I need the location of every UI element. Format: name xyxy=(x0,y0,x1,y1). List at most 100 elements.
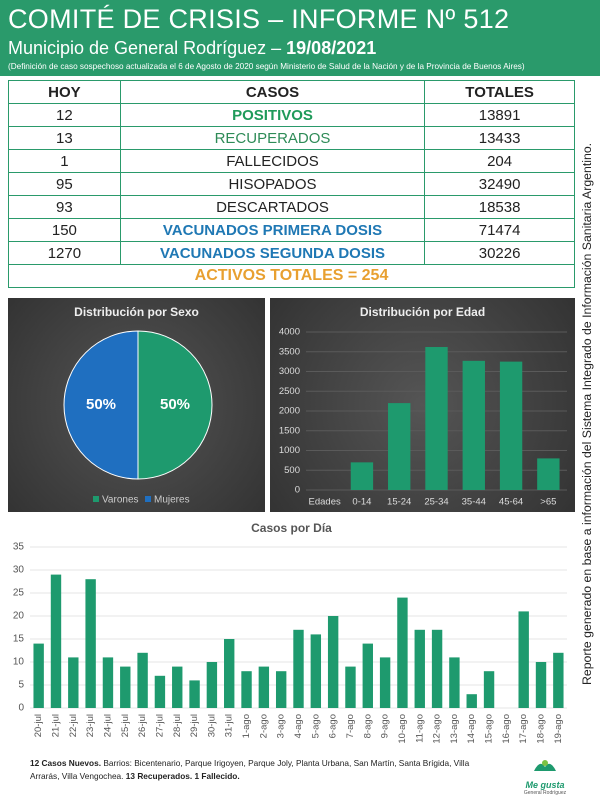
bar xyxy=(241,671,252,708)
total-cell: 18538 xyxy=(424,195,575,219)
caso-cell: VACUNADOS SEGUNDA DOSIS xyxy=(119,241,426,265)
bar xyxy=(362,643,373,708)
caso-cell: FALLECIDOS xyxy=(119,149,426,173)
legend-label: Mujeres xyxy=(154,495,190,506)
bar xyxy=(462,360,485,490)
x-tick-label: 25-34 xyxy=(424,497,448,508)
y-tick-label: 3000 xyxy=(279,366,300,377)
pie-slice xyxy=(137,330,213,480)
deaths: 1 Fallecido. xyxy=(192,771,240,781)
bar xyxy=(350,462,374,490)
chart-title: Casos por Día xyxy=(251,521,332,535)
bar xyxy=(172,666,183,708)
total-cell: 13433 xyxy=(424,126,575,150)
x-tick-label: 45-64 xyxy=(499,497,523,508)
x-tick-label: 0-14 xyxy=(352,497,371,508)
bar xyxy=(102,657,114,708)
table-row: 1270 VACUNADOS SEGUNDA DOSIS 30226 xyxy=(8,241,575,265)
x-tick-label: 24-jul xyxy=(102,714,113,737)
legend-swatch xyxy=(93,496,99,502)
x-tick-label: 11-ago xyxy=(414,714,425,743)
bar xyxy=(189,680,200,708)
summary-cell: ACTIVOS TOTALES = 254 xyxy=(8,264,575,288)
x-tick-label: 25-jul xyxy=(120,714,131,737)
chart-casos: Casos por Día 0 5 10 15 20 25 30 35 20-jul 21-jul 2… xyxy=(13,521,567,744)
y-tick-label: 30 xyxy=(13,565,25,576)
column-header: HOY xyxy=(8,80,121,104)
bar xyxy=(483,671,495,708)
caso-cell: HISOPADOS xyxy=(119,172,426,196)
x-tick-label: 22-jul xyxy=(68,714,79,737)
pie-slice xyxy=(63,330,139,480)
bar xyxy=(379,657,391,708)
hoy-cell: 13 xyxy=(8,126,121,150)
y-tick-label: 15 xyxy=(13,634,25,645)
bar xyxy=(499,361,523,490)
hoy-cell: 1270 xyxy=(8,241,121,265)
y-tick-label: 0 xyxy=(295,485,300,496)
y-tick-label: 3500 xyxy=(279,346,300,357)
total-cell: 32490 xyxy=(424,172,575,196)
y-tick-label: 20 xyxy=(13,611,25,622)
bar xyxy=(449,657,460,708)
x-tick-label: 29-jul xyxy=(189,714,200,737)
x-tick-label: 21-jul xyxy=(50,714,61,737)
bar xyxy=(206,662,218,708)
recovered: 13 Recuperados. xyxy=(125,771,193,781)
hoy-cell: 150 xyxy=(8,218,121,242)
legend-swatch xyxy=(145,496,151,502)
total-cell: 13891 xyxy=(424,103,575,127)
y-tick-label: 0 xyxy=(18,703,24,714)
bar xyxy=(120,666,131,708)
bar xyxy=(345,666,356,708)
bar xyxy=(425,347,448,490)
x-tick-label: 9-ago xyxy=(380,714,391,738)
table-header: HOY CASOS TOTALES xyxy=(8,80,575,104)
logo: Me gusta General Rodríguez xyxy=(515,757,575,796)
logo-place: General Rodríguez xyxy=(523,790,567,796)
bar xyxy=(414,629,425,708)
hoy-cell: 95 xyxy=(8,172,121,196)
table: HOY CASOS TOTALES 12 POSITIVOS 13891 13 RECUPE… xyxy=(8,80,575,288)
x-tick-label: 31-jul xyxy=(224,714,235,737)
x-tick-label: 13-ago xyxy=(449,714,460,744)
logo-icon xyxy=(534,760,556,771)
x-tick-label: 26-jul xyxy=(137,714,148,737)
x-tick-label: 14-ago xyxy=(466,714,477,744)
bar xyxy=(293,629,304,708)
value-label: 50% xyxy=(160,396,190,413)
legend-label: Varones xyxy=(102,495,139,506)
y-tick-label: 10 xyxy=(13,657,25,668)
title: COMITÉ DE CRISIS – INFORME Nº 512 xyxy=(8,4,510,34)
bar xyxy=(154,675,166,708)
x-tick-label: 16-ago xyxy=(501,714,512,744)
caso-cell: POSITIVOS xyxy=(119,103,426,127)
x-tick-label: 15-ago xyxy=(484,714,495,744)
column-header: TOTALES xyxy=(424,80,575,104)
subtitle-text: Municipio de General Rodríguez – xyxy=(8,38,287,58)
y-tick-label: 5 xyxy=(18,680,24,691)
bar xyxy=(388,403,411,490)
logo-name: Me gusta xyxy=(525,780,565,790)
caso-cell: DESCARTADOS xyxy=(119,195,426,219)
x-tick-label: 30-jul xyxy=(206,714,217,737)
bar xyxy=(397,597,408,708)
x-tick-label: 2-ago xyxy=(258,714,269,738)
chart-title: Distribución por Sexo xyxy=(74,305,199,319)
hoy-cell: 93 xyxy=(8,195,121,219)
bar xyxy=(33,643,44,708)
x-tick-label: 4-ago xyxy=(293,714,304,738)
footer: 12 Casos Nuevos. Barrios: Bicentenario, … xyxy=(30,757,500,783)
chart-title: Distribución por Edad xyxy=(360,305,485,319)
new-cases: 12 Casos Nuevos. xyxy=(30,758,102,768)
bar xyxy=(68,657,79,708)
x-tick-label: 27-jul xyxy=(154,714,165,737)
x-tick-label: Edades xyxy=(309,497,341,508)
date: 19/08/2021 xyxy=(286,38,377,58)
x-tick-label: 18-ago xyxy=(536,714,547,744)
x-tick-label: 23-jul xyxy=(85,714,96,737)
total-cell: 30226 xyxy=(424,241,575,265)
chart-sexo: Distribución por Sexo 50% 50% Varones Mujere… xyxy=(8,298,265,512)
bar xyxy=(537,458,560,490)
